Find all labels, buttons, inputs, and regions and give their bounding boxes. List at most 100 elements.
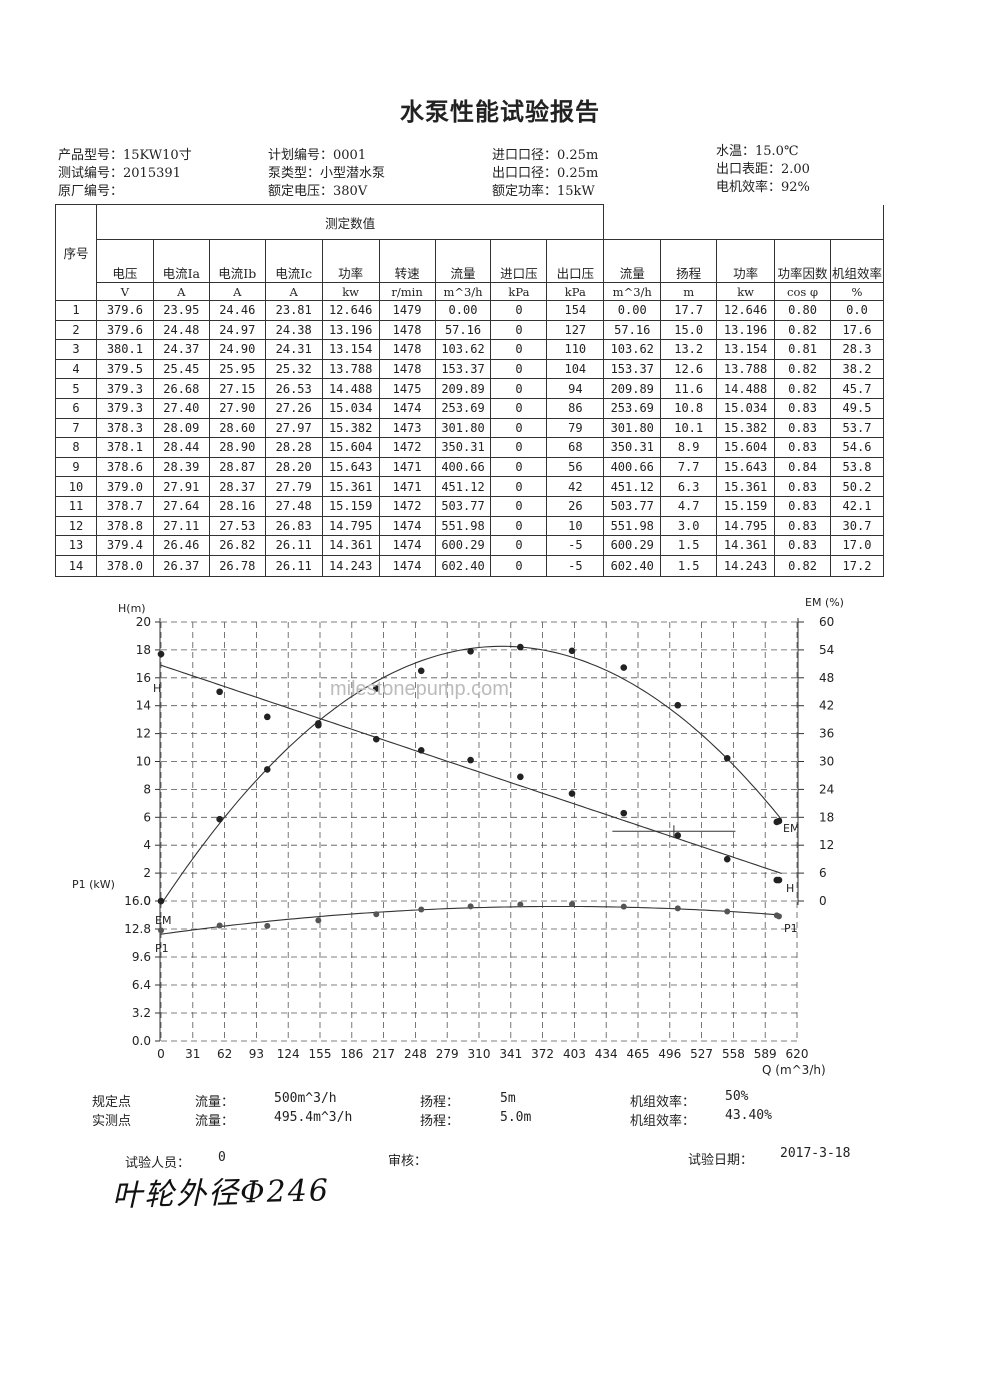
handwritten-note: 叶轮外径Φ246 [111, 1173, 331, 1214]
p1-point [620, 903, 627, 910]
inlet-diameter: 进口口径：0.25m [492, 148, 599, 163]
tick-label-h: 10 [136, 755, 151, 769]
tick-label-x: 248 [404, 1047, 427, 1061]
rated-voltage: 额定电压：380V [268, 184, 368, 199]
table-cell: 350.31 [434, 437, 492, 458]
report-title: 水泵性能试验报告 [400, 98, 600, 126]
axis-title-em: EM (%) [805, 596, 844, 609]
table-cell: 24.37 [152, 339, 210, 360]
table-cell: 3.0 [660, 515, 718, 537]
table-cell: 28.16 [208, 495, 266, 517]
table-cell: 153.37 [603, 358, 662, 380]
p1-point [517, 901, 524, 908]
table-cell: 1473 [378, 417, 436, 439]
seq-header: 序号 [55, 204, 97, 301]
factory-number: 原厂编号： [58, 184, 124, 199]
table-cell: 56 [546, 456, 605, 478]
unit-cell-3: A [264, 282, 323, 301]
h-point [517, 773, 524, 781]
table-cell: 15.159 [716, 495, 776, 517]
table-cell: 15.382 [321, 417, 380, 439]
chart-grid [160, 621, 798, 1042]
table-cell: 1 [55, 300, 97, 321]
table-cell: 1475 [378, 378, 436, 399]
measured-eff-value: 43.40% [725, 1108, 772, 1123]
table-cell: 13.196 [321, 319, 380, 341]
table-cell: 13.788 [321, 358, 380, 380]
table-cell: 54.6 [829, 437, 885, 458]
plan-number: 计划编号：0001 [268, 148, 367, 163]
table-cell: 0 [490, 515, 548, 537]
tick-label-h: 16 [136, 671, 151, 685]
p1-point [674, 905, 681, 912]
table-cell: 6.3 [660, 476, 718, 497]
table-cell: 1474 [378, 535, 436, 556]
table-cell: 38.2 [829, 358, 885, 380]
em-point [775, 817, 783, 825]
col-header-11: 功率 [716, 239, 776, 283]
table-cell: 0 [490, 358, 548, 380]
table-cell: 1478 [378, 319, 436, 341]
table-cell: 0.84 [774, 456, 831, 478]
table-cell: 12.6 [660, 358, 718, 380]
table-cell: 25.95 [208, 358, 266, 380]
unit-cell-12: cos φ [774, 282, 831, 301]
p1-point [315, 917, 322, 924]
table-cell: 27.79 [264, 476, 323, 497]
unit-cell-11: kw [716, 282, 776, 301]
table-cell: 25.32 [264, 358, 323, 380]
tick-label-x: 0 [157, 1047, 165, 1061]
table-cell: 24.46 [208, 300, 266, 321]
tick-label-x: 31 [185, 1047, 200, 1061]
tick-label-p: 12.8 [124, 922, 151, 936]
table-cell: 42 [546, 476, 605, 497]
table-row: 10 379.0 27.91 28.37 27.79 15.361 1471 451.12 0 4… [55, 476, 885, 497]
tick-label-x: 496 [658, 1047, 681, 1061]
p1-point [724, 908, 731, 915]
table-cell: 301.80 [603, 417, 662, 439]
table-cell: 0.00 [434, 300, 492, 321]
table-cell: 24.48 [152, 319, 210, 341]
unit-cell-10: m [660, 282, 718, 301]
table-cell: 14 [55, 554, 97, 577]
table-cell: 503.77 [434, 495, 492, 517]
table-cell: 110 [546, 339, 605, 360]
table-cell: 0.0 [829, 300, 885, 321]
unit-cell-6: m^3/h [434, 282, 492, 301]
table-cell: 26.68 [152, 378, 210, 399]
table-cell: 28.60 [208, 417, 266, 439]
table-cell: 1.5 [660, 554, 718, 577]
table-cell: 27.97 [264, 417, 323, 439]
spec-flow-value: 500m^3/h [274, 1091, 337, 1106]
table-cell: 7.7 [660, 456, 718, 478]
table-cell: 1.5 [660, 535, 718, 556]
series-label-p1: P1 [155, 942, 169, 955]
table-cell: 0 [490, 417, 548, 439]
table-cell: 3 [55, 339, 97, 360]
table-cell: 0 [490, 319, 548, 341]
table-cell: 13.788 [716, 358, 776, 380]
measured-values-header: 测定数值 [95, 204, 605, 240]
h-point [568, 790, 576, 797]
table-cell: 15.604 [321, 437, 380, 458]
table-cell: 0.83 [774, 417, 831, 439]
table-cell: 49.5 [829, 397, 885, 419]
outlet-gauge-distance: 出口表距：2.00 [716, 162, 810, 177]
tick-label-em: 12 [819, 838, 834, 852]
table-cell: 0 [490, 535, 548, 556]
test-date-value: 2017-3-18 [780, 1146, 851, 1161]
table-cell: 0.83 [774, 437, 831, 458]
table-cell: 0.82 [774, 554, 831, 577]
table-cell: 0 [490, 476, 548, 497]
table-cell: 24.90 [208, 339, 266, 360]
table-cell: 14.361 [716, 535, 776, 556]
table-cell: 14.488 [321, 378, 380, 399]
table-cell: 13.154 [321, 339, 380, 360]
table-cell: 0.82 [774, 378, 831, 399]
p1-point [216, 922, 223, 929]
table-cell: 28.28 [264, 437, 323, 458]
tick-label-p: 9.6 [132, 950, 151, 964]
table-cell: 0.00 [603, 300, 662, 321]
tick-label-x: 93 [249, 1047, 264, 1061]
test-number: 测试编号：2015391 [58, 166, 181, 181]
